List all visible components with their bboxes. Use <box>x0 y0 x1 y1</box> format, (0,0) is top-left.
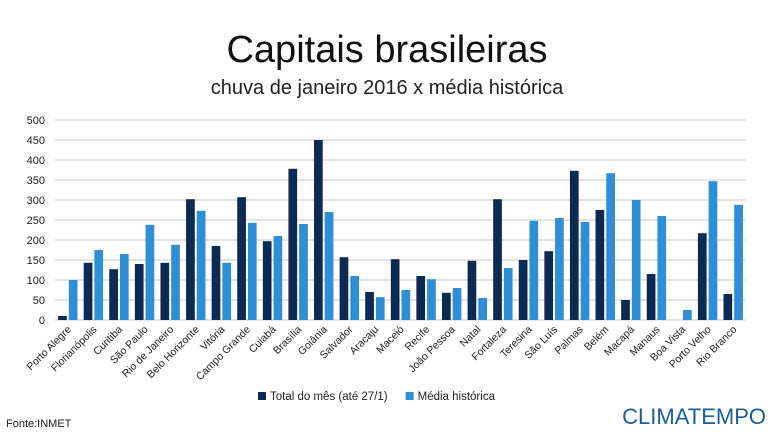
bar <box>518 260 528 320</box>
bar <box>365 292 374 320</box>
bar <box>68 280 78 320</box>
bar <box>262 241 272 320</box>
bar <box>273 236 283 320</box>
bar <box>580 222 590 320</box>
bar <box>734 204 743 320</box>
bar <box>83 262 93 320</box>
bar <box>211 246 221 320</box>
bar <box>657 216 667 320</box>
y-tick-label: 500 <box>27 115 45 127</box>
bar <box>621 300 630 320</box>
legend-swatch <box>258 392 266 400</box>
bar <box>196 210 206 320</box>
bar <box>401 290 411 320</box>
bar <box>186 199 195 320</box>
bar <box>58 316 67 320</box>
y-tick-label: 100 <box>27 275 45 287</box>
chart-title: Capitais brasileiras <box>226 29 547 71</box>
legend-label: Média histórica <box>418 391 496 403</box>
source: Fonte:INMET <box>6 418 72 430</box>
bar <box>631 200 641 320</box>
bar <box>390 259 400 320</box>
bar <box>723 294 733 320</box>
y-tick-label: 150 <box>27 255 45 267</box>
bar <box>544 251 554 320</box>
bar <box>529 220 539 320</box>
bar <box>427 279 436 320</box>
y-tick-label: 450 <box>27 135 45 147</box>
legend-swatch <box>405 392 414 400</box>
bar <box>134 264 144 320</box>
bar <box>145 224 155 320</box>
bar <box>697 233 707 320</box>
bar <box>467 260 477 320</box>
bar <box>339 257 349 320</box>
bar <box>478 298 487 320</box>
bar <box>119 254 129 320</box>
legend-label: Total do mês (até 27/1) <box>270 391 388 403</box>
bar <box>237 197 246 320</box>
bar <box>683 310 692 320</box>
bar <box>569 170 579 320</box>
bar <box>595 210 605 320</box>
bar <box>350 276 360 320</box>
y-tick-label: 350 <box>27 175 45 187</box>
y-tick-label: 50 <box>33 295 45 307</box>
bar <box>708 181 718 320</box>
bar <box>94 250 104 320</box>
y-tick-label: 200 <box>27 235 45 247</box>
bar <box>160 262 170 320</box>
bar <box>314 140 323 320</box>
chart-subtitle: chuva de janeiro 2016 x média histórica <box>211 77 564 99</box>
bar <box>247 222 257 320</box>
bar <box>324 212 334 320</box>
bar <box>441 292 451 320</box>
bar <box>288 168 298 320</box>
bar <box>555 218 564 320</box>
bar <box>375 297 385 320</box>
bar <box>606 173 615 320</box>
y-tick-label: 400 <box>27 155 45 167</box>
bar <box>171 244 180 320</box>
bar <box>503 268 513 320</box>
bar <box>493 199 502 320</box>
y-tick-label: 0 <box>39 315 45 327</box>
bar <box>452 288 462 320</box>
brand-logo: CLIMATEMPO <box>622 404 766 429</box>
bar <box>222 262 232 320</box>
y-tick-label: 300 <box>27 195 45 207</box>
y-tick-label: 250 <box>27 215 45 227</box>
bar <box>646 274 656 320</box>
bar <box>109 269 118 320</box>
bar <box>299 224 308 320</box>
bar <box>416 276 426 320</box>
